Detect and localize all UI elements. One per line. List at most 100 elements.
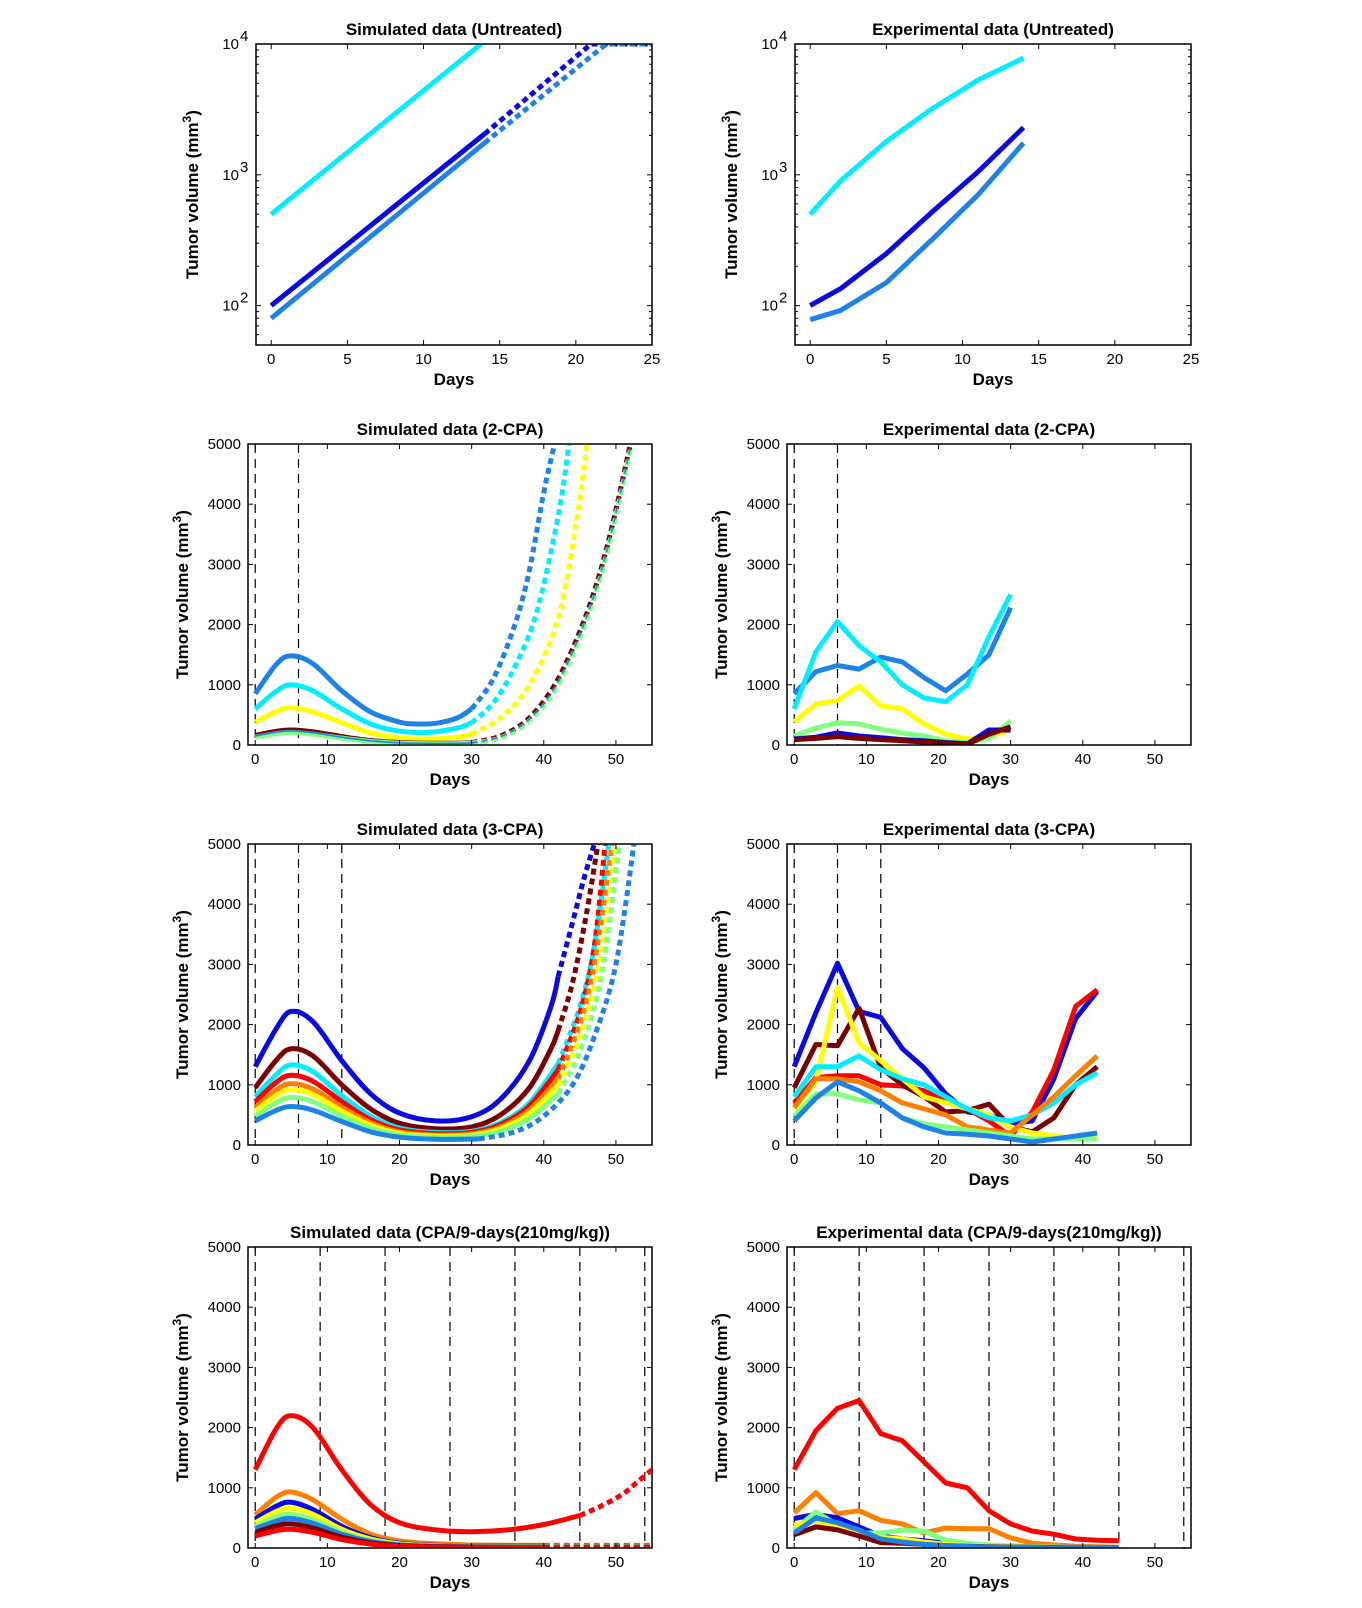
series-projection-1	[469, 444, 558, 711]
series-group	[253, 444, 633, 745]
y-axis-label-text: Tumor volume (mm	[722, 122, 741, 278]
y-axis-label-text: Tumor volume (mm	[712, 522, 731, 678]
y-axis-label-text: Tumor volume (mm	[712, 1325, 731, 1481]
y-tick-label: 10	[222, 298, 239, 315]
y-tick-label: 2000	[747, 1017, 780, 1034]
series-line-3	[254, 705, 473, 742]
x-tick-label: 30	[463, 1151, 480, 1168]
x-tick-label: 30	[463, 1554, 480, 1571]
plot-area	[794, 43, 1192, 346]
x-tick-label: 20	[391, 1554, 408, 1571]
y-tick-label: 1000	[208, 677, 241, 694]
y-tick-label: 1000	[208, 1077, 241, 1094]
y-axis-label-superscript: 3	[170, 1318, 184, 1325]
series-line-2	[808, 125, 1026, 308]
y-tick-label: 0	[772, 1137, 780, 1154]
series-projection-8	[478, 844, 637, 1142]
x-axis-label: Days	[434, 370, 475, 389]
x-tick-label: 50	[1147, 1554, 1164, 1571]
plot-frame	[255, 43, 653, 346]
x-tick-label: 50	[1147, 1151, 1164, 1168]
x-tick-label: 40	[1074, 751, 1091, 768]
y-axis-label-text: Tumor volume (mm	[173, 522, 192, 678]
y-tick-label: 3000	[208, 556, 241, 573]
x-tick-label: 20	[930, 1151, 947, 1168]
x-tick-label: 15	[491, 351, 508, 368]
x-tick-label: 40	[535, 751, 552, 768]
series-projection-3	[470, 444, 590, 737]
plot-frame	[786, 443, 1192, 746]
y-tick-label: 4000	[747, 496, 780, 513]
y-tick-label: 1000	[747, 677, 780, 694]
series-projection-5	[471, 449, 633, 745]
y-axis-label-text: Tumor volume (mm	[183, 122, 202, 278]
y-axis-label-text: Tumor volume (mm	[173, 1325, 192, 1481]
y-tick-label: 0	[233, 1540, 241, 1557]
y-tick-label: 4000	[208, 896, 241, 913]
plot-frame	[786, 843, 1192, 1146]
series-line-3	[809, 141, 1026, 323]
x-tick-label: 0	[251, 1151, 259, 1168]
x-tick-label: 10	[319, 1151, 336, 1168]
x-tick-label: 50	[1147, 751, 1164, 768]
y-axis-label-close: )	[173, 910, 192, 916]
y-tick-label: 4000	[747, 1299, 780, 1316]
y-axis-label-text: Tumor volume (mm	[173, 922, 192, 1078]
chart-title: Experimental data (3-CPA)	[883, 820, 1095, 839]
y-axis-label-close: )	[183, 110, 202, 116]
series-line-1	[808, 55, 1025, 216]
series-projection-1	[578, 1467, 652, 1518]
series-projection-4	[555, 844, 608, 1071]
series-line-6	[794, 724, 1012, 745]
chart-panel-4: 0 10 20 30 40 50 0 1000 2000 3000 4000 5000 Experime…	[709, 420, 1192, 789]
chart-title: Experimental data (2-CPA)	[883, 420, 1095, 439]
y-axis-label-text: Tumor volume (mm	[712, 922, 731, 1078]
y-axis-label: Tumor volume (mm3)	[170, 910, 192, 1079]
series-projection-7	[555, 844, 622, 1095]
y-tick-label: 0	[772, 1540, 780, 1557]
x-axis-label: Days	[430, 770, 471, 789]
y-tick-exponent: 3	[240, 159, 248, 176]
y-axis-label: Tumor volume (mm3)	[719, 110, 741, 279]
x-tick-label: 20	[568, 351, 585, 368]
chart-title: Experimental data (Untreated)	[872, 20, 1114, 39]
y-axis-label-superscript: 3	[180, 115, 194, 122]
plot-area	[786, 443, 1192, 746]
plot-frame	[786, 1246, 1192, 1549]
x-tick-label: 20	[391, 751, 408, 768]
series-line-4	[792, 984, 1098, 1142]
y-tick-label: 3000	[747, 556, 780, 573]
series-line-3	[791, 1005, 1099, 1135]
y-tick-label: 0	[772, 737, 780, 754]
x-axis-label: Days	[430, 1573, 471, 1592]
y-axis-label-close: )	[173, 1313, 192, 1319]
y-tick-label: 5000	[747, 436, 780, 453]
x-tick-label: 20	[930, 1554, 947, 1571]
series-line-1	[269, 44, 486, 217]
y-tick-label: 2000	[208, 1420, 241, 1437]
y-tick-label: 10	[761, 167, 778, 184]
y-tick-label: 2000	[747, 1420, 780, 1437]
series-line-3	[269, 141, 487, 321]
chart-panel-5: 0 10 20 30 40 50 0 1000 2000 3000 4000 5000 Simulate…	[170, 820, 653, 1189]
y-axis-label-superscript: 3	[719, 115, 733, 122]
series-projection-2	[555, 844, 601, 1032]
chart-title: Simulated data (CPA/9-days(210mg/kg))	[290, 1223, 610, 1242]
y-tick-label: 10	[222, 36, 239, 53]
series-group	[253, 844, 637, 1142]
y-axis-label-close: )	[173, 510, 192, 516]
y-tick-label: 2000	[747, 617, 780, 634]
y-tick-label: 5000	[208, 436, 241, 453]
x-tick-label: 10	[858, 751, 875, 768]
y-tick-label: 4000	[747, 896, 780, 913]
series-line-2	[791, 593, 1013, 710]
series-line-1	[253, 975, 561, 1124]
x-tick-label: 30	[1002, 1151, 1019, 1168]
x-tick-label: 10	[858, 1554, 875, 1571]
y-tick-label: 2000	[208, 617, 241, 634]
x-tick-label: 5	[882, 351, 890, 368]
y-axis-label: Tumor volume (mm3)	[170, 510, 192, 679]
chart-panel-7: 0 10 20 30 40 50 0 1000 2000 3000 4000 5000 Simulate…	[170, 1223, 653, 1592]
x-tick-label: 20	[391, 1151, 408, 1168]
